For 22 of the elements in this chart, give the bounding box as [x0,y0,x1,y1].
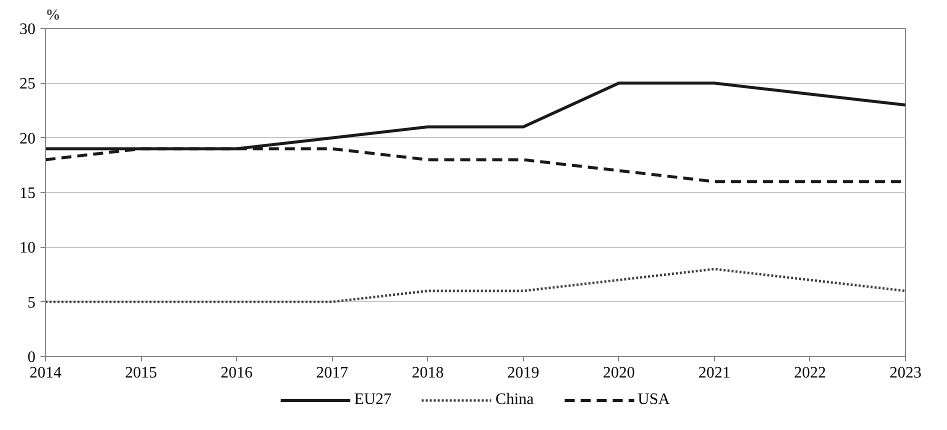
y-tick-label: 10 [20,240,36,257]
x-tick-label: 2022 [794,364,826,382]
y-tick-label: 20 [20,130,36,148]
legend-label: EU27 [354,391,392,409]
x-tick-label: 2018 [412,364,444,382]
y-tick-label: 0 [28,349,36,366]
x-tick-label: 2019 [507,364,540,382]
legend-label: USA [638,391,670,409]
y-tick-label: 15 [20,185,36,202]
x-tick-label: 2014 [30,364,62,382]
x-tick-label: 2017 [316,364,348,382]
x-tick-label: 2021 [698,364,730,382]
x-tick-label: 2015 [125,364,158,382]
y-tick-label: 5 [28,294,36,312]
y-axis-title: % [46,8,60,24]
line-series [46,268,906,304]
x-tick-label: 2023 [890,364,922,382]
y-tick-label: 25 [20,76,36,93]
x-tick-label: 2020 [602,364,635,382]
legend-label: China [496,391,534,409]
y-tick-label: 30 [20,21,36,38]
x-tick-label: 2016 [220,364,253,382]
